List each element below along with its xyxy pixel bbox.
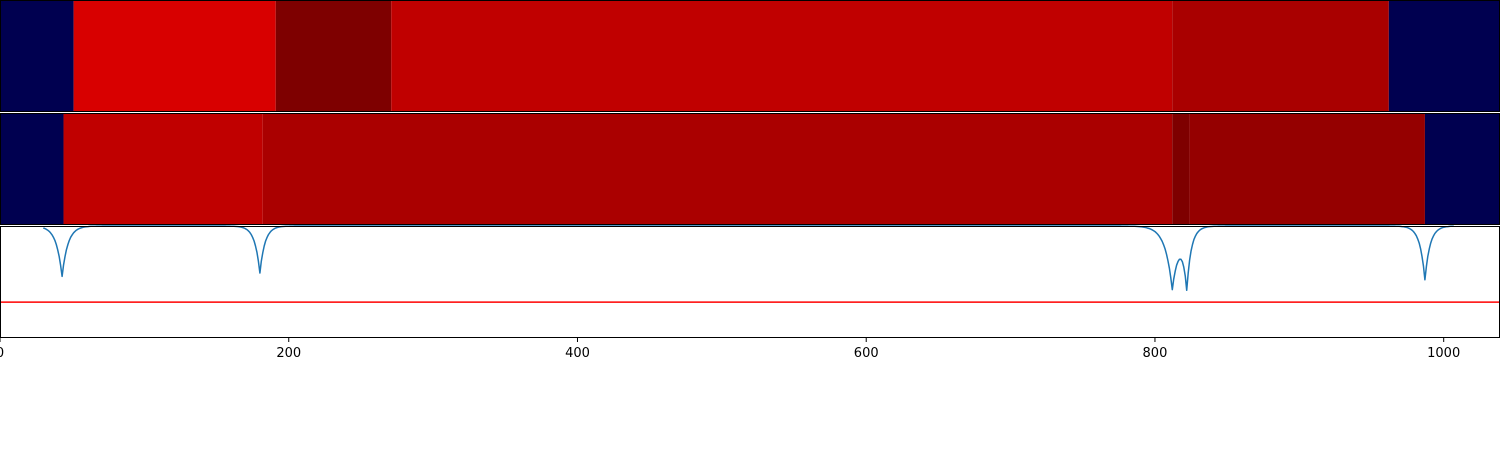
segment-2-4 — [1189, 113, 1425, 225]
segment-2-5 — [1424, 113, 1500, 225]
segment-1-2 — [275, 0, 392, 112]
segment-2-0 — [0, 113, 64, 225]
signal-panel — [0, 225, 1500, 338]
x-tick-label-1000: 1000 — [1427, 346, 1460, 361]
segment-2-3 — [1172, 113, 1190, 225]
x-tick-label-0: 0 — [0, 346, 4, 361]
segmentation-track-2 — [0, 113, 1500, 225]
segment-2-1 — [63, 113, 263, 225]
segment-1-1 — [73, 0, 276, 112]
x-axis: 0 200 400 600 800 1000 — [0, 338, 1460, 361]
x-tick-label-600: 600 — [854, 346, 879, 361]
x-tick-label-400: 400 — [565, 346, 590, 361]
segment-2-2 — [262, 113, 1173, 225]
segmentation-track-1 — [0, 0, 1500, 112]
segment-1-0 — [0, 0, 74, 112]
x-tick-label-800: 800 — [1143, 346, 1168, 361]
segment-1-4 — [1172, 0, 1389, 112]
segment-1-3 — [391, 0, 1173, 112]
x-tick-label-200: 200 — [276, 346, 301, 361]
signal-plot-area — [0, 226, 1500, 338]
segment-1-5 — [1388, 0, 1500, 112]
